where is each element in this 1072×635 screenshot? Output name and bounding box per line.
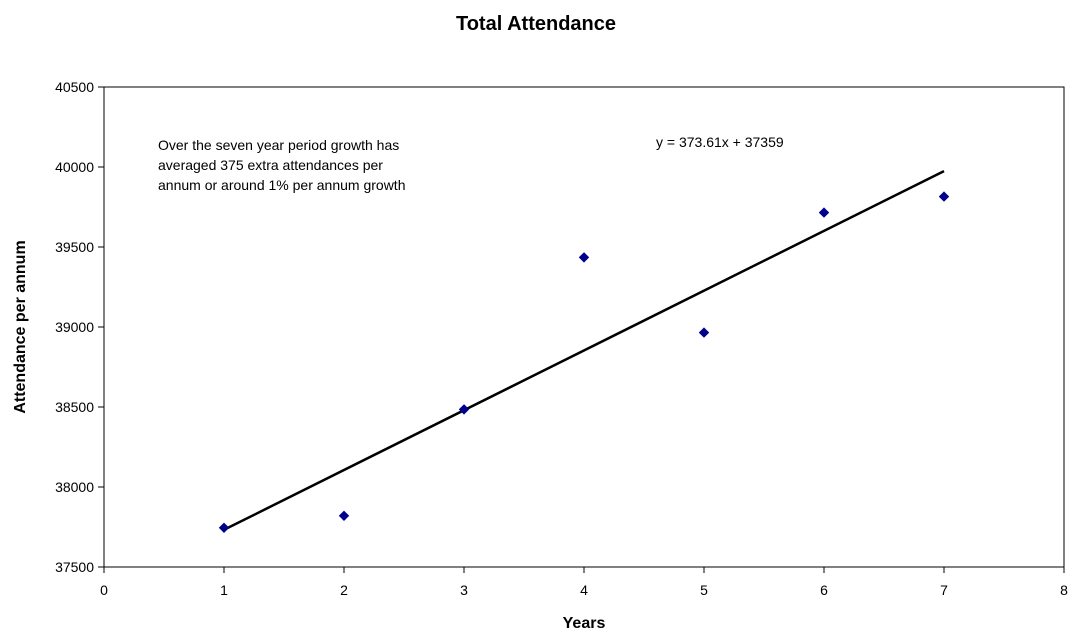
x-axis-title: Years: [563, 615, 606, 632]
x-tick-label: 2: [340, 582, 348, 598]
data-point: [818, 207, 830, 218]
annotation-line-2: averaged 375 extra attendances per: [158, 157, 383, 173]
y-tick-label: 40500: [55, 79, 94, 95]
y-tick-label: 40000: [55, 159, 94, 175]
x-axis: 0 1 2 3 4 5 6 7 8: [100, 567, 1068, 598]
x-tick-label: 1: [220, 582, 228, 598]
y-axis-title: Attendance per annum: [12, 240, 29, 413]
y-axis: 37500 38000 38500 39000 39500 40000 40500: [55, 79, 104, 575]
x-tick-label: 7: [940, 582, 948, 598]
y-tick-label: 38500: [55, 399, 94, 415]
x-tick-label: 6: [820, 582, 828, 598]
y-tick-label: 37500: [55, 559, 94, 575]
x-tick-label: 5: [700, 582, 708, 598]
x-tick-label: 0: [100, 582, 108, 598]
trendline-equation: y = 373.61x + 37359: [656, 134, 784, 150]
y-tick-label: 39000: [55, 319, 94, 335]
data-point: [698, 327, 710, 338]
trendline: [223, 169, 945, 531]
data-point: [218, 522, 230, 534]
x-tick-label: 4: [580, 582, 588, 598]
y-tick-label: 38000: [55, 479, 94, 495]
y-tick-label: 39500: [55, 239, 94, 255]
annotation-line-1: Over the seven year period growth has: [158, 137, 399, 153]
growth-annotation: Over the seven year period growth has av…: [158, 137, 405, 193]
data-point: [338, 510, 350, 522]
data-point: [458, 404, 470, 415]
x-tick-label: 8: [1060, 582, 1068, 598]
x-tick-label: 3: [460, 582, 468, 598]
data-points: [218, 191, 950, 534]
annotation-line-3: annum or around 1% per annum growth: [158, 177, 405, 193]
data-point: [938, 191, 950, 202]
plot-area: [103, 86, 1065, 568]
data-point: [578, 252, 590, 263]
chart-title: Total Attendance: [456, 13, 616, 35]
